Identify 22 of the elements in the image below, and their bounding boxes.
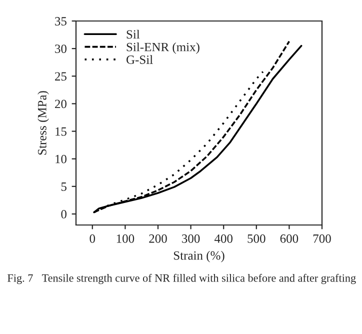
y-tick-label: 10 xyxy=(56,154,66,164)
y-axis-title: Stress (MPa) xyxy=(38,91,49,155)
x-tick-label: 600 xyxy=(280,234,298,243)
x-tick-label: 100 xyxy=(116,234,134,243)
x-tick-label: 300 xyxy=(182,234,200,243)
y-tick-label: 5 xyxy=(61,182,66,191)
y-tick-label: 30 xyxy=(55,44,66,54)
x-tick-label: 200 xyxy=(149,234,167,243)
y-tick-label: 0 xyxy=(61,210,66,218)
y-tick-label: 15 xyxy=(56,127,66,136)
x-tick-label: 0 xyxy=(90,234,96,243)
y-tick-label: 20 xyxy=(55,100,66,108)
x-tick-label: 500 xyxy=(248,234,266,243)
caption: Fig. 7 Tensile strength curve of NR filled with silica before and after grafting xyxy=(8,274,356,284)
y-tick-label: 25 xyxy=(55,72,66,81)
y-tick-label: 35 xyxy=(55,17,66,26)
x-axis-title: Strain (%) xyxy=(174,250,224,262)
legend-label: G-Sil xyxy=(126,55,153,64)
x-tick-label: 700 xyxy=(313,234,331,243)
legend-label: Sil-ENR (mix) xyxy=(126,42,200,54)
x-tick-label: 400 xyxy=(214,234,232,243)
legend-label: Sil xyxy=(126,30,140,39)
